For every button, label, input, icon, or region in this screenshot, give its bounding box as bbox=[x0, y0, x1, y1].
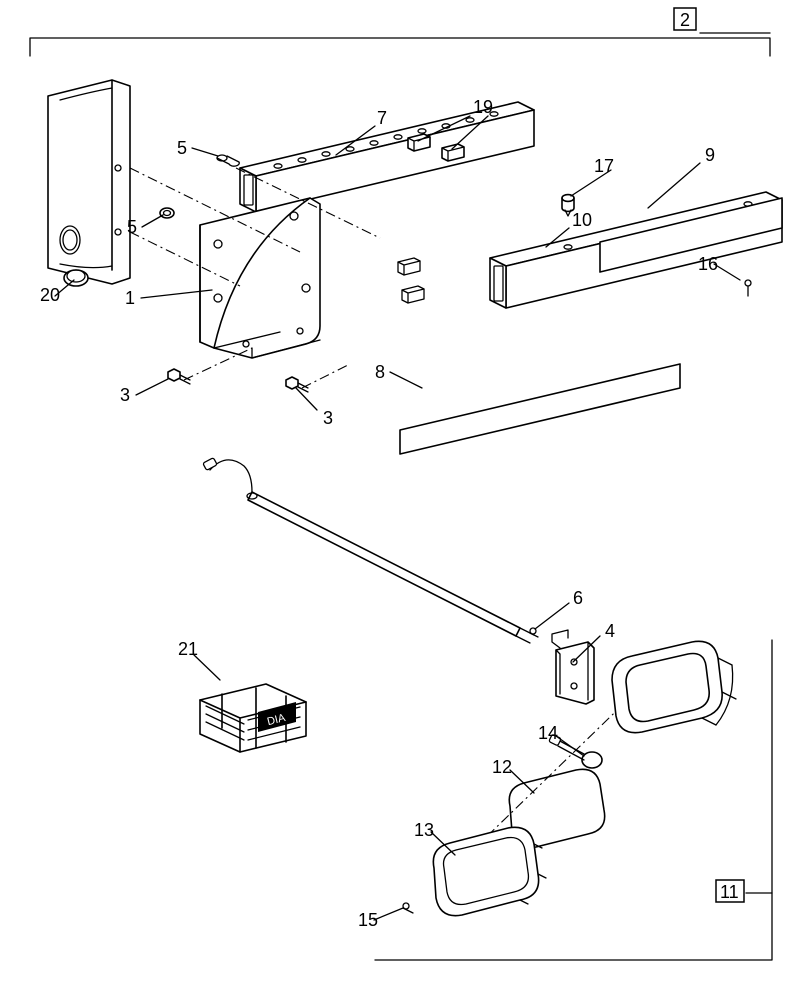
callout-10: 10 bbox=[572, 210, 592, 230]
part-bolt-3a bbox=[168, 369, 190, 384]
callout-15: 15 bbox=[358, 910, 378, 930]
parts-diagram: DIA 1 2 3 3 4 5 bbox=[0, 0, 808, 1000]
callout-5a: 5 bbox=[177, 138, 187, 158]
part-plug-20 bbox=[64, 270, 88, 286]
callout-3a: 3 bbox=[120, 385, 130, 405]
part-strip-8 bbox=[400, 364, 680, 454]
callout-6: 6 bbox=[573, 588, 583, 608]
part-bracket-1 bbox=[200, 198, 320, 358]
callout-5b: 5 bbox=[127, 217, 137, 237]
callout-8: 8 bbox=[375, 362, 385, 382]
part-crate-21: DIA bbox=[200, 684, 306, 752]
part-lens-13 bbox=[433, 827, 546, 915]
callout-3b: 3 bbox=[323, 408, 333, 428]
part-clip-lower-a bbox=[398, 258, 420, 275]
svg-text:11: 11 bbox=[720, 882, 739, 902]
callout-13: 13 bbox=[414, 820, 434, 840]
callout-1: 1 bbox=[125, 288, 135, 308]
part-bolt-5a bbox=[217, 155, 239, 166]
part-screw-16 bbox=[745, 280, 751, 296]
callout-2: 2 bbox=[674, 8, 696, 30]
callout-21: 21 bbox=[178, 639, 198, 659]
part-screw-15 bbox=[403, 903, 413, 913]
part-screw-6 bbox=[530, 628, 538, 637]
callout-11: 11 bbox=[716, 880, 744, 902]
part-rod-cable bbox=[203, 458, 534, 643]
part-channel-left bbox=[48, 80, 130, 284]
callout-12: 12 bbox=[492, 757, 512, 777]
callout-20: 20 bbox=[40, 285, 60, 305]
bracket-assembly-2 bbox=[30, 38, 770, 56]
part-clip-19b bbox=[442, 144, 464, 161]
callout-17: 17 bbox=[594, 156, 614, 176]
part-lamp-housing bbox=[612, 641, 736, 732]
callout-7: 7 bbox=[377, 108, 387, 128]
callout-19: 19 bbox=[473, 97, 493, 117]
part-spacer-5b bbox=[160, 208, 174, 218]
callout-4: 4 bbox=[605, 621, 615, 641]
callout-9: 9 bbox=[705, 145, 715, 165]
callout-16: 16 bbox=[698, 254, 718, 274]
svg-text:2: 2 bbox=[680, 10, 690, 30]
part-bracket-4 bbox=[552, 630, 594, 704]
callout-14: 14 bbox=[538, 723, 558, 743]
part-clip-lower-b bbox=[402, 286, 424, 303]
